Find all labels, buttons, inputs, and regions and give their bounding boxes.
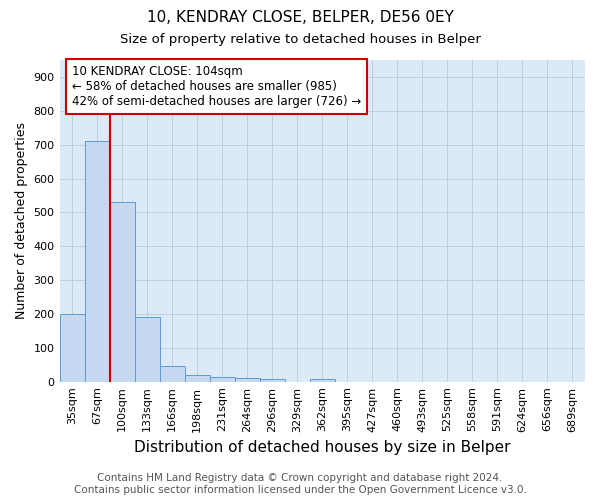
Bar (185, 375, 209, 382)
Text: 10 KENDRAY CLOSE: 104sqm
← 58% of detached houses are smaller (985)
42% of semi-: 10 KENDRAY CLOSE: 104sqm ← 58% of detach… (72, 65, 361, 108)
Bar (209, 376, 235, 382)
Bar (85, 142, 110, 382)
Bar (160, 366, 185, 382)
Bar (110, 202, 134, 382)
Bar (134, 318, 160, 382)
Text: 10, KENDRAY CLOSE, BELPER, DE56 0EY: 10, KENDRAY CLOSE, BELPER, DE56 0EY (146, 10, 454, 25)
Bar (260, 379, 285, 382)
Text: Size of property relative to detached houses in Belper: Size of property relative to detached ho… (119, 32, 481, 46)
Y-axis label: Number of detached properties: Number of detached properties (15, 122, 28, 320)
Bar (310, 380, 335, 382)
Bar (235, 378, 260, 382)
X-axis label: Distribution of detached houses by size in Belper: Distribution of detached houses by size … (134, 440, 511, 455)
Bar (59, 314, 85, 382)
Text: Contains HM Land Registry data © Crown copyright and database right 2024.
Contai: Contains HM Land Registry data © Crown c… (74, 474, 526, 495)
